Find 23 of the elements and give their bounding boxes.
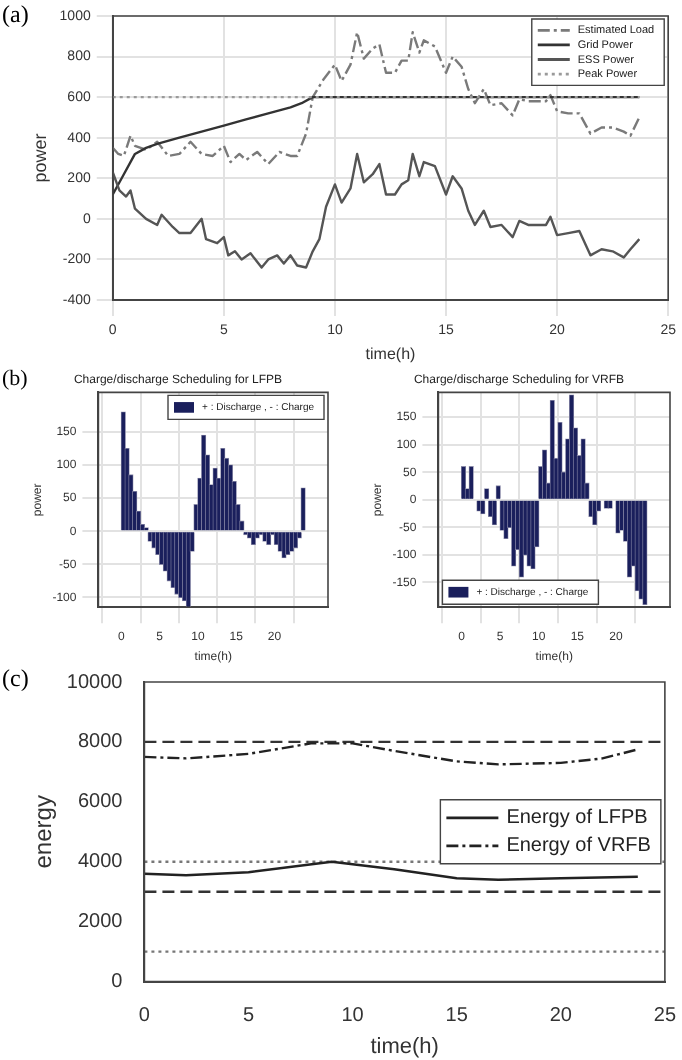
y-tick-label: 10000: [66, 671, 124, 694]
y-tick-label: 6000: [77, 791, 124, 814]
legend-label: Energy of VRFB: [506, 835, 652, 858]
x-tick-label: 10: [341, 1005, 365, 1028]
y-axis-title: power: [29, 133, 50, 183]
y-tick-label: 2000: [77, 911, 124, 934]
x-tick-label: 0: [138, 1005, 151, 1028]
x-axis-title: time(h): [370, 1034, 439, 1059]
y-tick-label: 4000: [77, 851, 124, 874]
line-series: [112, 31, 641, 166]
legend-label: Energy of LFPB: [506, 807, 649, 830]
y-axis-title: energy: [29, 795, 58, 869]
x-tick-label: 25: [653, 1005, 677, 1028]
text: (b): [2, 366, 29, 391]
y-tick-label: 8000: [77, 731, 124, 754]
text: (a): [2, 0, 29, 29]
text: (c): [2, 664, 29, 693]
x-tick-label: 20: [549, 1005, 573, 1028]
x-tick-label: 5: [242, 1005, 255, 1028]
line-series: [144, 742, 640, 766]
x-axis-title: time(h): [365, 344, 417, 363]
y-tick-label: 0: [111, 971, 124, 994]
x-tick-label: 15: [445, 1005, 469, 1028]
